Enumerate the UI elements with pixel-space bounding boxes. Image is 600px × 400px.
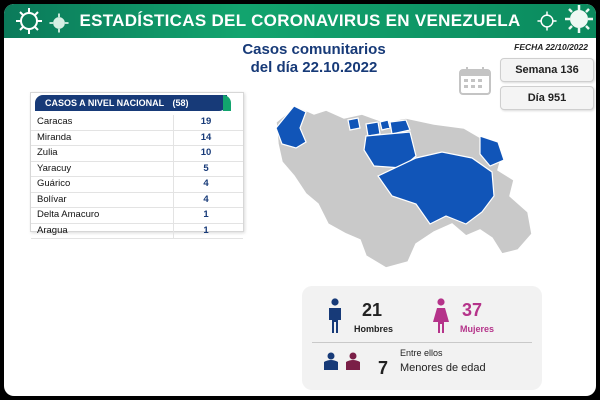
table-header-count: (58)	[172, 98, 189, 108]
state-cases: 10	[200, 147, 212, 158]
minors-label: Menores de edad	[400, 362, 486, 374]
table-row: Aragua 1	[31, 223, 243, 239]
header-banner	[4, 4, 596, 38]
minors-intro: Entre ellos	[400, 348, 443, 358]
state-cases: 4	[203, 193, 209, 205]
state-name: Guárico	[37, 178, 71, 189]
virus-icon	[49, 13, 69, 33]
table-row: Yaracuy 5	[31, 161, 243, 177]
table-row: Bolívar 4	[31, 192, 243, 208]
venezuela-map	[275, 105, 533, 269]
table-rows: Caracas 19 Miranda 14 Zulia 10 Yaracuy 5 Guá…	[31, 115, 243, 239]
infographic-frame: ESTADÍSTICAS DEL CORONAVIRUS EN VENEZUEL…	[4, 4, 596, 396]
map-state-zulia	[275, 105, 307, 149]
state-cases: 5	[203, 162, 209, 174]
state-name: Caracas	[37, 116, 73, 127]
man-icon	[329, 298, 341, 333]
state-name: Miranda	[37, 131, 72, 143]
map-state-aragua	[365, 121, 381, 137]
table-row: Delta Amacuro 1	[31, 208, 243, 224]
table-row: Miranda 14	[31, 130, 243, 146]
day-badge: Día 951	[500, 86, 594, 110]
calendar-icon	[459, 67, 491, 95]
state-name: Yaracuy	[37, 162, 72, 174]
subtitle-line-2: del día 22.10.2022	[250, 59, 378, 76]
women-label: Mujeres	[460, 324, 495, 334]
state-cases: 19	[200, 116, 212, 127]
state-name: Delta Amacuro	[37, 209, 100, 220]
minors-count: 7	[378, 358, 389, 378]
virus-icon	[16, 8, 42, 34]
children-icon	[324, 352, 360, 370]
map-state-delta-amacuro	[479, 135, 505, 167]
state-name: Zulia	[37, 147, 58, 158]
stats-divider	[312, 342, 532, 343]
map-state-caracas	[379, 119, 391, 131]
week-badge: Semana 136	[500, 58, 594, 82]
state-name: Aragua	[37, 224, 68, 236]
table-row: Guárico 4	[31, 177, 243, 193]
map-state-yaracuy	[347, 117, 361, 131]
table-header-label: CASOS A NIVEL NACIONAL	[45, 98, 165, 108]
table-row: Caracas 19	[31, 115, 243, 131]
woman-icon	[433, 298, 449, 333]
map-state-miranda	[389, 119, 411, 135]
demographics-card: 21 Hombres 37 Mujeres Entre ellos 7 Meno…	[302, 286, 542, 390]
men-label: Hombres	[354, 324, 394, 334]
cases-table-header: CASOS A NIVEL NACIONAL (58)	[35, 95, 231, 111]
subtitle-line-1: Casos comunitarios	[242, 41, 386, 58]
state-cases: 1	[203, 224, 209, 236]
map-state-bolivar	[377, 151, 495, 225]
state-name: Bolívar	[37, 193, 67, 205]
subtitle: Casos comunitarios del día 22.10.2022	[214, 41, 414, 77]
state-cases: 1	[203, 209, 209, 220]
state-cases: 14	[200, 131, 212, 143]
report-date: FECHA 22/10/2022	[514, 42, 588, 52]
cases-table: CASOS A NIVEL NACIONAL (58) Caracas 19 Mi…	[30, 92, 244, 239]
table-row: Zulia 10	[31, 146, 243, 162]
virus-icon	[537, 11, 557, 31]
women-count: 37	[462, 300, 483, 320]
men-count: 21	[362, 300, 383, 320]
virus-icon	[565, 5, 593, 33]
state-cases: 4	[203, 178, 209, 189]
page-title: ESTADÍSTICAS DEL CORONAVIRUS EN VENEZUEL…	[79, 11, 521, 30]
